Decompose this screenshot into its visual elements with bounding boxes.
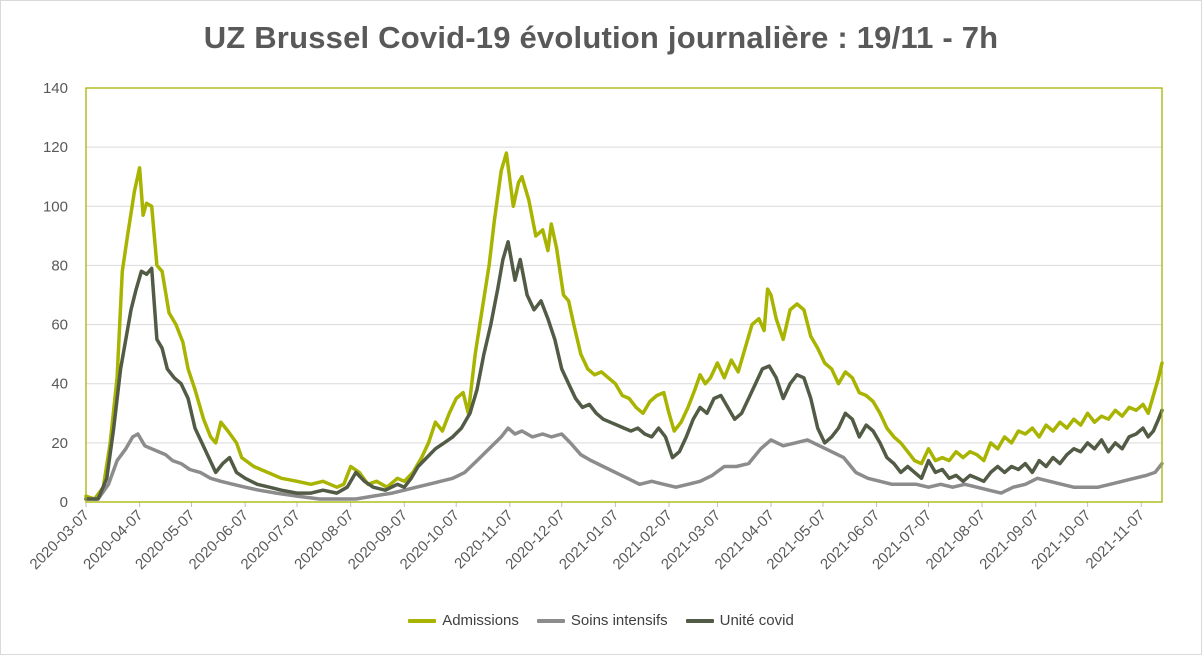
y-tick-label: 0 xyxy=(60,494,68,511)
legend-label-soins-intensifs: Soins intensifs xyxy=(570,612,668,629)
legend-label-admissions: Admissions xyxy=(442,612,519,629)
legend-swatch-soins-intensifs xyxy=(536,618,565,623)
x-tick-label: 2021-11-07 xyxy=(1083,507,1148,572)
legend-item-soins-intensifs: Soins intensifs xyxy=(536,612,668,629)
series-line-soins-intensifs xyxy=(84,426,1164,501)
y-tick-label: 100 xyxy=(43,198,68,215)
plot-area-border xyxy=(85,87,1163,503)
legend-item-admissions: Admissions xyxy=(408,612,519,629)
y-tick-label: 20 xyxy=(51,435,68,452)
y-tick-label: 140 xyxy=(43,80,68,97)
chart-title: UZ Brussel Covid-19 évolution journalièr… xyxy=(203,20,999,55)
legend-item-unite-covid: Unité covid xyxy=(685,612,794,629)
y-tick-label: 80 xyxy=(51,257,68,274)
legend-swatch-admissions xyxy=(408,618,437,623)
x-axis-ticks: 2020-03-072020-04-072020-05-072020-06-07… xyxy=(27,502,1148,573)
gridlines xyxy=(86,87,1162,503)
legend-label-unite-covid: Unité covid xyxy=(719,612,794,629)
y-tick-label: 40 xyxy=(51,376,68,393)
y-tick-label: 60 xyxy=(51,317,68,334)
y-tick-label: 120 xyxy=(43,139,68,156)
series-line-unit-covid xyxy=(84,240,1164,501)
legend-swatch-unite-covid xyxy=(685,618,714,623)
y-axis-ticks: 0 20 40 60 80 100 120 140 xyxy=(43,80,68,511)
legend: Admissions Soins intensifs Unité covid xyxy=(0,612,1202,629)
series-line-admissions xyxy=(84,151,1164,501)
series-lines xyxy=(84,151,1164,501)
